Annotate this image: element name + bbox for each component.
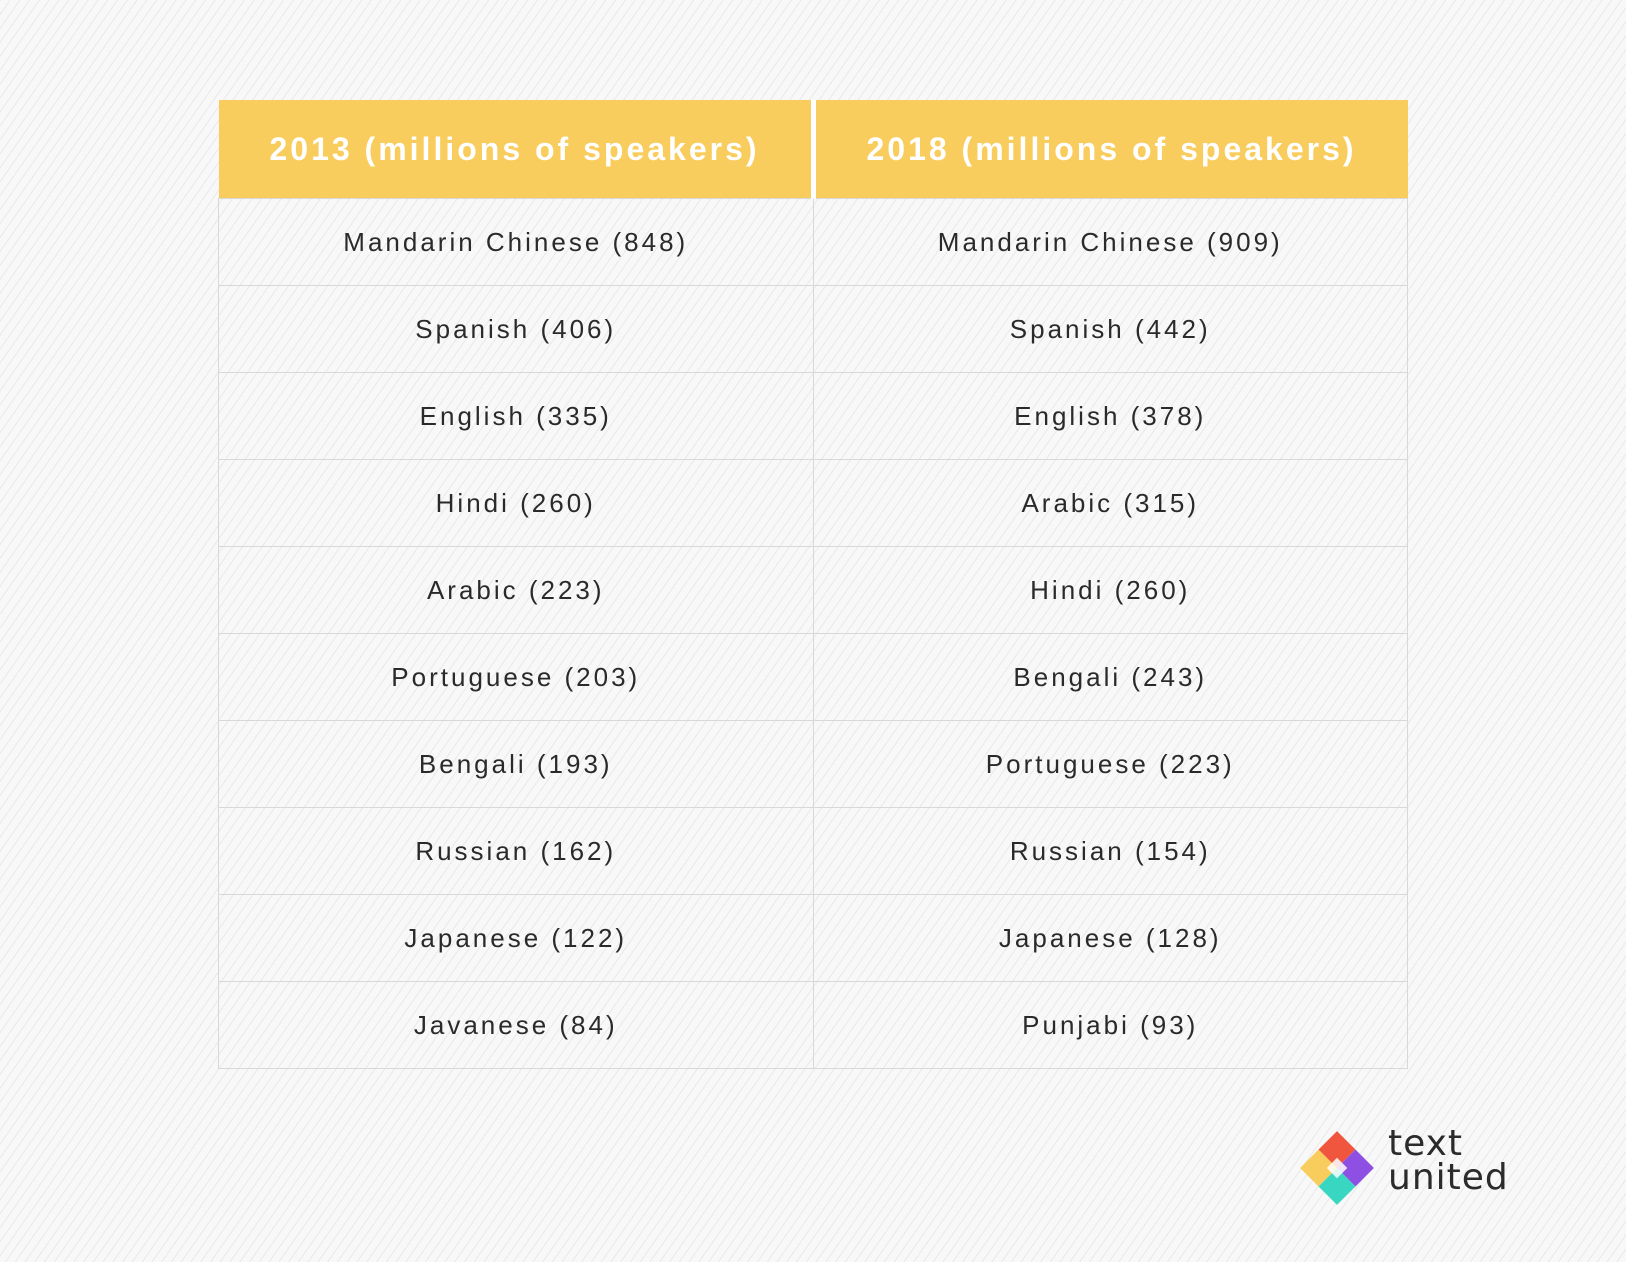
cell-2013: Japanese (122) xyxy=(218,894,814,982)
cell-2013: Javanese (84) xyxy=(218,981,814,1069)
cell-2013: Arabic (223) xyxy=(218,546,814,634)
cell-2013: Bengali (193) xyxy=(218,720,814,808)
header-2018: 2018 (millions of speakers) xyxy=(810,100,1408,199)
cell-2018: Hindi (260) xyxy=(812,546,1408,634)
cell-2018: Russian (154) xyxy=(812,807,1408,895)
table-row: Spanish (406) Spanish (442) xyxy=(218,285,1408,373)
cell-2018: Spanish (442) xyxy=(812,285,1408,373)
table-row: English (335) English (378) xyxy=(218,372,1408,460)
table-body: Mandarin Chinese (848) Mandarin Chinese … xyxy=(218,198,1408,1069)
cell-2013: Russian (162) xyxy=(218,807,814,895)
logo-line-text: text xyxy=(1388,1123,1464,1164)
cell-2013: English (335) xyxy=(218,372,814,460)
cell-2018: Bengali (243) xyxy=(812,633,1408,721)
table-row: Russian (162) Russian (154) xyxy=(218,807,1408,895)
table-row: Mandarin Chinese (848) Mandarin Chinese … xyxy=(218,198,1408,286)
languages-table-container: 2013 (millions of speakers) 2018 (millio… xyxy=(218,100,1408,1069)
table-row: Japanese (122) Japanese (128) xyxy=(218,894,1408,982)
cell-2018: Punjabi (93) xyxy=(812,981,1408,1069)
table-row: Portuguese (203) Bengali (243) xyxy=(218,633,1408,721)
cell-2018: Mandarin Chinese (909) xyxy=(812,198,1408,286)
languages-table: 2013 (millions of speakers) 2018 (millio… xyxy=(218,100,1408,1069)
cell-2018: Arabic (315) xyxy=(812,459,1408,547)
cell-2018: English (378) xyxy=(812,372,1408,460)
logo-wordmark: text united xyxy=(1388,1123,1509,1198)
cell-2018: Japanese (128) xyxy=(812,894,1408,982)
cell-2018: Portuguese (223) xyxy=(812,720,1408,808)
table-header: 2013 (millions of speakers) 2018 (millio… xyxy=(218,100,1408,199)
cell-2013: Spanish (406) xyxy=(218,285,814,373)
logo-line-united: united xyxy=(1388,1157,1509,1198)
table-row: Arabic (223) Hindi (260) xyxy=(218,546,1408,634)
header-row: 2013 (millions of speakers) 2018 (millio… xyxy=(218,100,1408,199)
table-row: Bengali (193) Portuguese (223) xyxy=(218,720,1408,808)
cell-2013: Mandarin Chinese (848) xyxy=(218,198,814,286)
logo-mark-icon xyxy=(1300,1131,1374,1205)
table-row: Javanese (84) Punjabi (93) xyxy=(218,981,1408,1069)
logo-mark-center xyxy=(1326,1157,1348,1179)
table-row: Hindi (260) Arabic (315) xyxy=(218,459,1408,547)
text-united-logo: text united xyxy=(1296,1126,1508,1209)
cell-2013: Hindi (260) xyxy=(218,459,814,547)
header-2013: 2013 (millions of speakers) xyxy=(218,100,813,199)
cell-2013: Portuguese (203) xyxy=(218,633,814,721)
